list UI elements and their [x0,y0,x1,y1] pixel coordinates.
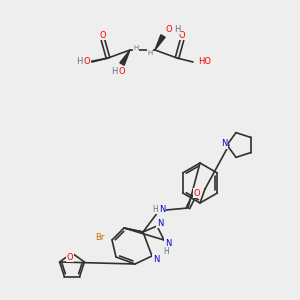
Text: O: O [67,253,73,262]
Text: N: N [153,254,159,263]
Text: H: H [152,205,158,214]
Polygon shape [120,50,130,65]
Text: N: N [165,238,171,247]
Text: N: N [221,140,227,148]
Text: O: O [100,31,106,40]
Text: H: H [78,58,84,67]
Text: HO: HO [198,58,211,67]
Text: O: O [179,31,185,40]
Text: H: H [163,247,169,256]
Text: H: H [134,45,139,51]
Polygon shape [155,35,165,50]
Text: H: H [111,67,117,76]
Text: O: O [84,58,90,67]
Text: N: N [157,218,163,227]
Text: H: H [76,58,82,67]
Text: O: O [166,25,172,34]
Text: O: O [82,58,89,68]
Text: H: H [174,25,180,34]
Text: O: O [119,67,125,76]
Text: Br: Br [94,233,104,242]
Text: N: N [159,206,165,214]
Text: O: O [194,188,200,197]
Text: H: H [147,50,153,56]
